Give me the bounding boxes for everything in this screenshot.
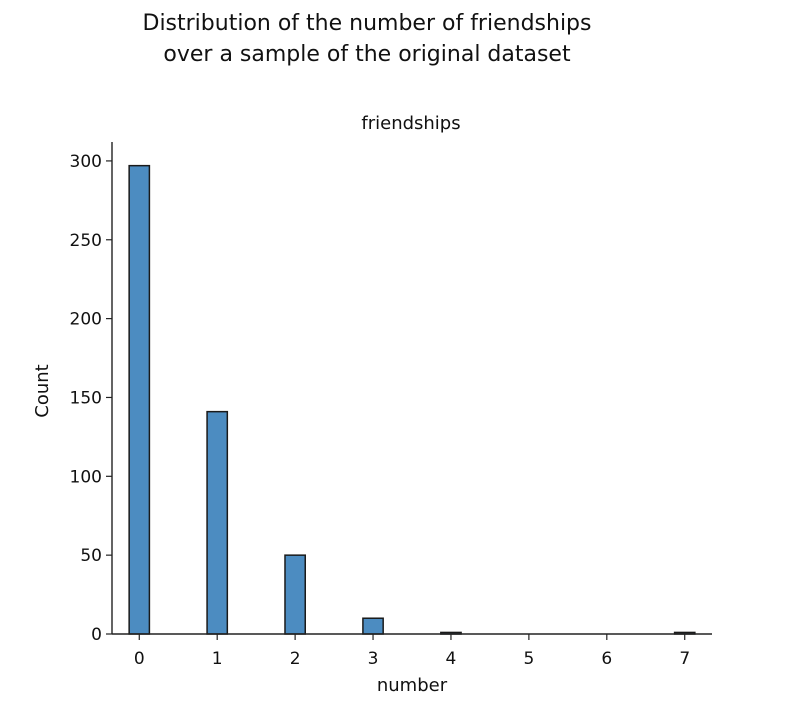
y-tick-label: 100	[70, 467, 102, 487]
y-ticks-group: 0 50 100 150 200 250 300	[70, 152, 112, 645]
x-tick-label: 6	[601, 649, 612, 669]
figure-title: Distribution of the number of friendship…	[0, 8, 734, 70]
x-tick-label: 2	[290, 649, 301, 669]
chart-subtitle: friendships	[361, 113, 460, 134]
bar-3	[362, 617, 384, 635]
y-axis-label: Count	[32, 364, 53, 417]
y-tick-label: 250	[70, 231, 102, 251]
x-tick-label: 4	[446, 649, 457, 669]
x-tick-label: 0	[134, 649, 145, 669]
y-tick-label: 300	[70, 152, 102, 172]
x-tick-label: 7	[679, 649, 690, 669]
x-tick-label: 5	[523, 649, 534, 669]
bar-2	[284, 554, 306, 635]
x-tick-label: 3	[368, 649, 379, 669]
x-ticks-group: 0 1 2 3 4 5 6 7	[134, 634, 690, 669]
y-tick-label: 50	[80, 546, 102, 566]
y-tick-label: 200	[70, 310, 102, 330]
figure-title-line-2: over a sample of the original dataset	[163, 42, 571, 67]
bar-1	[206, 410, 229, 635]
y-tick-label: 150	[70, 388, 102, 408]
figure-title-line-1: Distribution of the number of friendship…	[142, 11, 592, 36]
x-axis-label: number	[377, 675, 448, 696]
x-tick-label: 1	[212, 649, 223, 669]
bar-0	[128, 164, 151, 635]
y-tick-label: 0	[91, 625, 102, 645]
bars-group	[128, 164, 696, 635]
